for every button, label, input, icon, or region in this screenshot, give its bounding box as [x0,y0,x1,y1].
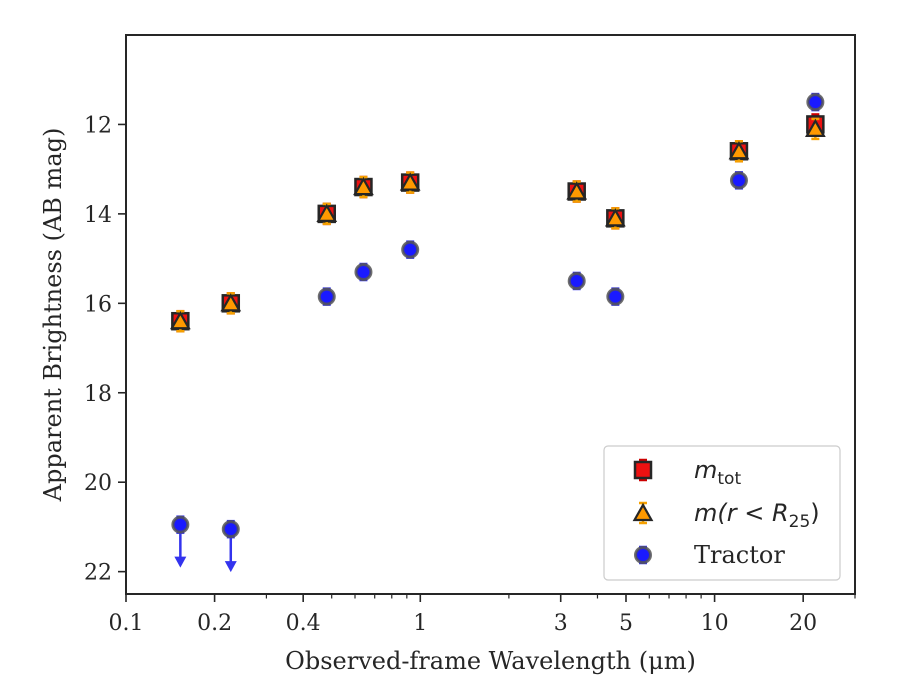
circle-marker [567,271,586,290]
x-axis-title: Observed-frame Wavelength (μm) [285,647,696,675]
triangle-marker [220,293,242,312]
y-tick-label: 14 [84,203,112,228]
data-point [567,271,586,291]
x-tick-label: 3 [554,611,568,636]
x-tick-label: 1 [413,611,427,636]
upper-limit-arrowhead [174,556,187,568]
series-circle [171,92,825,573]
circle-marker [317,287,336,306]
legend-marker-circle [634,545,652,565]
data-point [169,309,191,333]
circle-marker [606,287,625,306]
y-tick-label: 20 [84,471,112,496]
legend-label-triangle: m(r < R25) [694,499,820,532]
triangle-marker [728,141,750,160]
data-point [354,262,373,282]
y-tick-label: 12 [84,113,112,138]
y-tick-label: 22 [84,561,112,586]
x-tick-label: 0.4 [286,611,321,636]
data-point [566,180,588,203]
plot-frame [125,34,856,595]
data-point [806,92,825,112]
legend: mtot m(r < R25) Tractor [603,445,841,581]
x-tick-label: 5 [619,611,633,636]
triangle-marker [804,118,826,138]
legend-label-square: mtot [694,456,741,489]
x-tick-label: 10 [701,611,729,636]
series-square [171,113,825,333]
square-marker [633,460,653,480]
x-tick-label: 0.2 [197,611,232,636]
data-point [729,171,748,190]
data-point [401,240,420,259]
triangle-marker [604,208,626,227]
triangle-marker [353,176,374,196]
legend-marker-square [633,458,653,482]
data-point [171,515,190,534]
circle-marker [401,240,420,259]
x-tick-label: 20 [789,611,817,636]
data-point [604,207,626,230]
data-point [399,171,421,194]
data-point [804,117,826,141]
triangle-marker [632,502,654,522]
x-tick-label: 0.1 [109,611,144,636]
legend-box [603,445,841,581]
data-point [317,287,336,306]
triangle-marker [316,203,338,222]
upper-limit-arrowhead [224,561,237,573]
y-tick-label: 18 [84,382,112,407]
triangle-marker [566,181,588,200]
data-point [606,287,625,306]
legend-label-tractor: Tractor [694,541,785,569]
legend-marker-triangle [632,501,654,525]
circle-marker [354,263,373,282]
data-point [728,140,750,163]
circle-marker [634,546,652,564]
data-point [353,175,374,199]
series-triangle [169,117,826,333]
circle-marker [171,515,190,534]
data-point [221,519,240,539]
y-axis-title: Apparent Brightness (AB mag) [39,128,67,503]
data-point [316,202,338,226]
y-tick-label: 16 [84,292,112,317]
triangle-marker [169,310,191,330]
data-point [220,292,242,315]
circle-marker [221,520,240,539]
circle-marker [729,171,748,190]
triangle-marker [399,172,421,191]
circle-marker [806,93,825,112]
